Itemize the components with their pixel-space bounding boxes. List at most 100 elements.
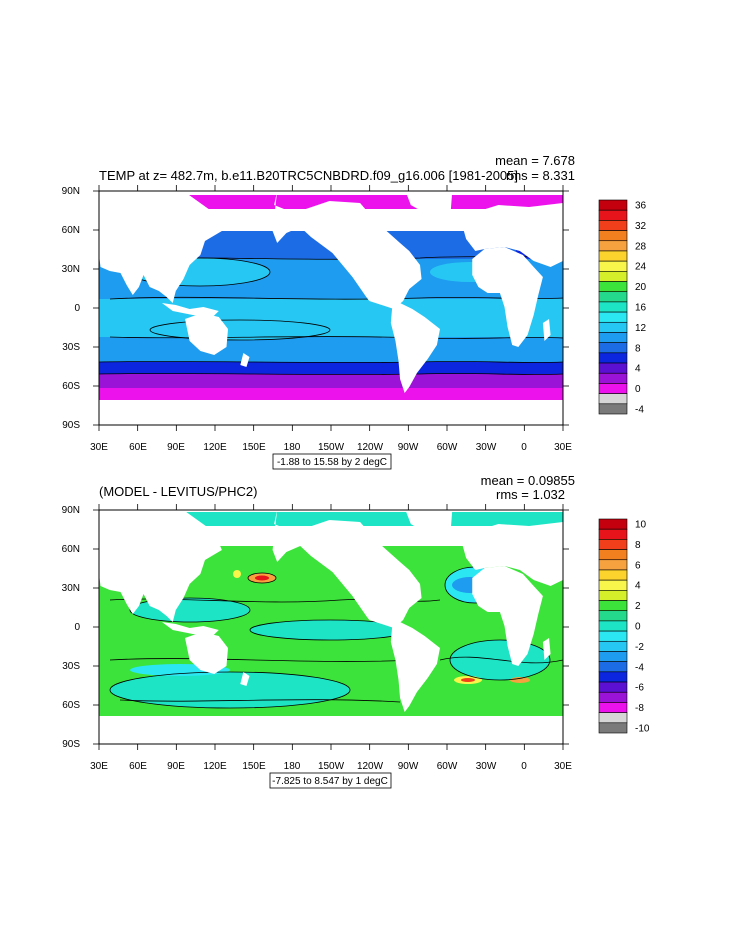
colorbar-label: 0 [635,622,641,633]
lon-label: 90W [398,442,419,453]
colorbar-swatch [598,600,628,612]
lat-labels-top: 90N 60N 30N 0 30S 60S 90S [62,186,81,431]
colorbar-swatch [598,362,628,374]
colorbar-label: 10 [635,520,647,531]
panel-top-rms: rms = 8.331 [506,168,575,183]
lon-label: 90W [398,761,419,772]
lat-label: 60S [62,381,80,392]
lon-label: 150W [318,761,345,772]
lon-label: 150W [318,442,345,453]
colorbar-label: 32 [635,221,647,232]
colorbar-swatch [598,403,628,415]
colorbar-label: 36 [635,201,647,212]
lon-label: 90E [167,442,185,453]
panel-bottom-mean: mean = 0.09855 [481,473,575,488]
lon-label: 0 [521,442,527,453]
lon-label: 30E [90,442,108,453]
colorbar-label: 12 [635,323,647,334]
lon-label: 150E [242,761,266,772]
colorbar-swatch [598,301,628,313]
lon-label: 150E [242,442,266,453]
map-top [99,191,563,425]
colorbar-swatch [598,271,628,282]
colorbar-swatch [598,260,628,272]
colorbar-swatch [598,722,628,734]
lon-labels-top: 30E 60E 90E 120E 150E 180 150W 120W 90W … [90,442,572,453]
colorbar-swatch [598,691,628,703]
map-bottom [99,510,563,744]
colorbar-swatch [598,630,628,642]
colorbar-swatch [598,209,628,221]
colorbar-swatch [598,640,628,652]
colorbar-top: 36 32 28 24 20 16 12 8 4 0 -4 [598,199,647,415]
colorbar-swatch [598,383,628,394]
lon-label: 60E [129,442,147,453]
lon-label: 60W [437,442,458,453]
lon-labels-bottom: 30E 60E 90E 120E 150E 180 150W 120W 90W … [90,761,572,772]
colorbar-swatch [598,559,628,571]
lat-label: 30S [62,661,80,672]
colorbar-swatch [598,539,628,550]
colorbar-swatch [598,281,628,293]
colorbar-label: 2 [635,601,641,612]
colorbar-label: 24 [635,262,647,273]
lat-label: 90S [62,420,80,431]
colorbar-swatch [598,342,628,354]
colorbar-swatch [598,518,628,530]
colorbar-swatch [598,250,628,262]
panel-top-title: TEMP at z= 482.7m, b.e11.B20TRC5CNBDRD.f… [99,168,518,183]
colorbar-swatch [598,393,628,405]
colorbar-swatch [598,332,628,343]
colorbar-label: 20 [635,282,647,293]
colorbar-swatch [598,681,628,693]
lat-label: 90N [62,186,80,197]
lon-label: 30W [476,761,497,772]
lat-labels-bottom: 90N 60N 30N 0 30S 60S 90S [62,505,81,750]
contour-info-box-bottom [269,772,392,789]
colorbar-label: -6 [635,683,644,694]
colorbar-label: -8 [635,703,644,714]
panel-bottom-title: (MODEL - LEVITUS/PHC2) [99,484,257,499]
colorbar-swatch [598,620,628,632]
colorbar-swatch [598,651,628,662]
colorbar-swatch [598,661,628,673]
colorbar-label: 8 [635,343,641,354]
panel-top-mean: mean = 7.678 [495,153,575,168]
lat-label: 0 [74,622,80,633]
lon-label: 120E [203,442,227,453]
lon-label: 180 [284,761,301,772]
colorbar-swatch [598,702,628,713]
panel-bottom: (MODEL - LEVITUS/PHC2) mean = 0.09855 rm… [62,473,650,789]
lat-label: 0 [74,303,80,314]
colorbar-label: -10 [635,723,650,734]
colorbar-swatch [598,528,628,540]
colorbar-label: 0 [635,384,641,395]
colorbar-label: 6 [635,560,641,571]
contour-info-bottom: -7.825 to 8.547 by 1 degC [272,776,388,787]
lon-label: 180 [284,442,301,453]
lon-label: 30E [554,761,572,772]
colorbar-swatch [598,321,628,333]
colorbar-swatch [598,352,628,364]
lat-label: 90S [62,739,80,750]
lon-label: 60W [437,761,458,772]
lat-label: 30S [62,342,80,353]
colorbar-label: -4 [635,404,644,415]
axis-bottom [93,504,569,750]
colorbar-label: 8 [635,540,641,551]
colorbar-label: 16 [635,303,647,314]
colorbar-swatch [598,311,628,323]
colorbar-swatch [598,610,628,622]
colorbar-swatch [598,230,628,242]
colorbar-swatch [598,240,628,252]
lon-label: 30E [554,442,572,453]
colorbar-label: -2 [635,642,644,653]
lat-label: 60N [62,225,80,236]
contour-info-box-top [272,453,392,470]
colorbar-swatch [598,291,628,303]
contour-info-top: -1.88 to 15.58 by 2 degC [277,457,387,468]
colorbar-swatch [598,549,628,561]
colorbar-label: -4 [635,662,644,673]
colorbar-swatch [598,220,628,231]
